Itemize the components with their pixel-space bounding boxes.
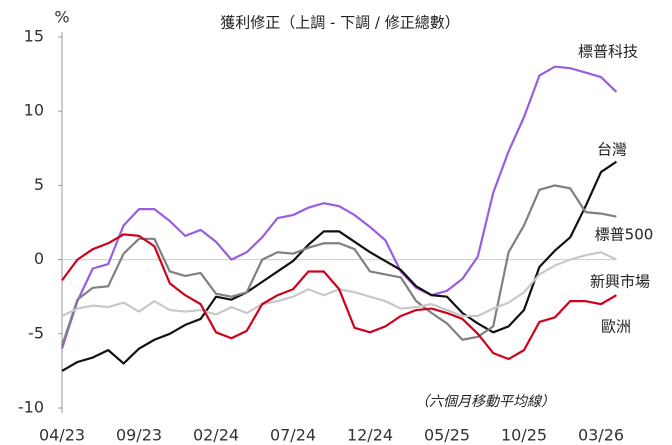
x-tick-label: 12/24: [347, 426, 393, 445]
series-label: 標普科技: [578, 43, 638, 61]
y-tick-label: 0: [34, 249, 44, 268]
x-tick-label: 10/25: [501, 426, 547, 445]
series-label: 標普500: [595, 226, 654, 244]
series-line: [61, 233, 617, 361]
series-line: [60, 184, 617, 347]
series-label: 歐洲: [601, 318, 631, 336]
x-tick-label: 09/23: [116, 426, 162, 445]
series-line: [60, 65, 618, 349]
series-line: [61, 160, 618, 372]
x-tick-label: 04/23: [39, 426, 85, 445]
y-tick-label: -10: [18, 398, 44, 417]
x-tick-label: 02/24: [193, 426, 239, 445]
y-tick-label: 15: [24, 27, 44, 46]
y-axis-label: %: [54, 8, 69, 27]
chart-title: 獲利修正（上調 - 下調 / 修正總數）: [220, 14, 460, 32]
y-tick-label: -5: [28, 323, 44, 342]
x-tick-label: 07/24: [270, 426, 316, 445]
series-label: 新興市場: [590, 273, 650, 291]
x-tick-label: 05/25: [424, 426, 470, 445]
annotation: （六個月移動平均線）: [415, 394, 555, 410]
series-label: 台灣: [597, 141, 627, 159]
x-tick-label: 03/26: [578, 426, 624, 445]
y-tick-label: 5: [34, 175, 44, 194]
y-tick-label: 10: [24, 101, 44, 120]
